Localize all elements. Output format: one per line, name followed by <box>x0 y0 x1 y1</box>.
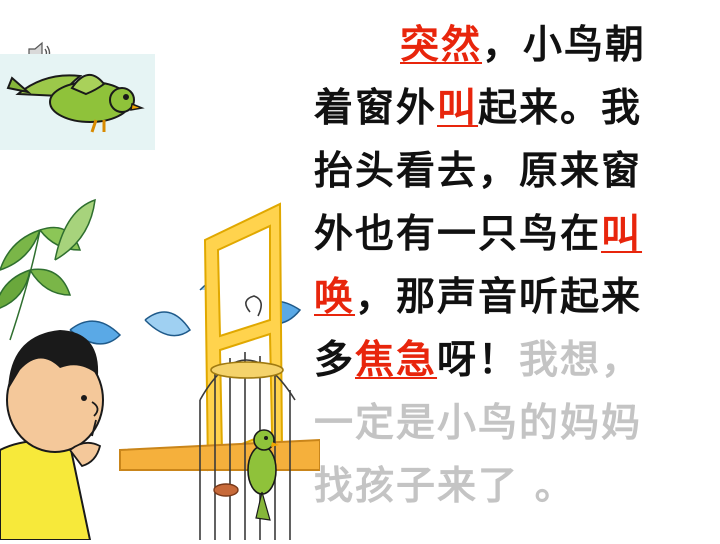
highlight-word: 焦急 <box>355 338 438 383</box>
text-line: 多焦急呀！我想， <box>314 329 714 392</box>
highlight-word: 叫 <box>437 86 479 131</box>
text-line: 突然，小鸟朝 <box>314 14 714 77</box>
text-segment: 着窗外 <box>314 86 438 131</box>
text-line: 着窗外叫起来。我 <box>314 77 714 140</box>
text-segment: 外也有一只鸟在 <box>314 212 602 257</box>
text-segment: 抬头看去，原来窗 <box>314 149 643 194</box>
text-segment: ，小鸟朝 <box>482 23 647 68</box>
text-line: 外也有一只鸟在叫 <box>314 203 714 266</box>
text-line: 抬头看去，原来窗 <box>314 140 714 203</box>
plant-left <box>0 198 96 341</box>
text-line: 找孩子来了 。 <box>314 455 714 518</box>
text-segment: 多 <box>314 338 356 383</box>
text-segment: 起来。我 <box>478 86 643 131</box>
boy-window-birdcage-illustration <box>0 170 321 541</box>
text-segment: 呀！ <box>437 338 520 383</box>
story-text: 突然，小鸟朝 着窗外叫起来。我 抬头看去，原来窗 外也有一只鸟在叫 唤，那声音听… <box>314 14 714 518</box>
boy <box>0 330 104 541</box>
faded-text: 找孩子来了 。 <box>314 464 576 509</box>
text-line: 一定是小鸟的妈妈 <box>314 392 714 455</box>
faded-text: 一定是小鸟的妈妈 <box>314 401 643 446</box>
highlight-word: 突然 <box>400 23 483 68</box>
highlight-word: 叫 <box>601 212 643 257</box>
text-segment: ，那声音听起来 <box>355 275 643 320</box>
caged-bird <box>247 429 279 521</box>
highlight-word: 唤 <box>314 275 356 320</box>
faded-text: 我想， <box>519 338 643 383</box>
text-line: 唤，那声音听起来 <box>314 266 714 329</box>
flying-bird-image <box>0 54 155 150</box>
